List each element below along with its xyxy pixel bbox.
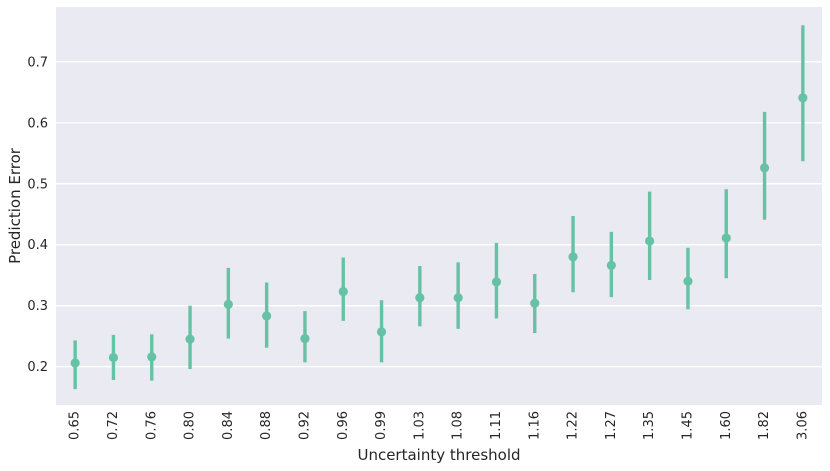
x-tick-label: 0.84 — [221, 411, 236, 440]
y-axis-label: Prediction Error — [6, 148, 25, 264]
data-point — [70, 358, 80, 368]
x-tick-label: 1.03 — [412, 411, 427, 440]
x-tick-label: 1.82 — [757, 411, 772, 440]
y-tick-label: 0.6 — [27, 116, 48, 131]
x-tick-label: 0.99 — [374, 411, 389, 440]
x-tick-label: 1.60 — [719, 411, 734, 440]
data-point — [376, 327, 387, 337]
data-point — [759, 163, 770, 173]
x-tick-label: 1.16 — [527, 411, 542, 440]
data-point — [606, 260, 616, 271]
data-point — [453, 293, 463, 303]
x-tick-label: 0.65 — [68, 411, 83, 440]
y-tick-label: 0.2 — [27, 360, 48, 375]
x-tick-label: 1.45 — [680, 411, 695, 440]
x-tick-label: 1.11 — [489, 411, 504, 440]
data-point — [530, 298, 540, 308]
x-tick-label: 0.80 — [183, 411, 198, 440]
y-tick-label: 0.4 — [27, 238, 48, 253]
data-point — [223, 299, 233, 310]
data-point — [262, 311, 272, 321]
data-point — [300, 333, 310, 344]
data-point — [645, 236, 655, 246]
x-tick-label: 1.22 — [566, 411, 581, 440]
x-tick-label: 0.88 — [259, 411, 274, 440]
data-point — [798, 93, 808, 103]
data-point — [683, 276, 693, 286]
data-point — [721, 233, 731, 243]
data-point — [147, 352, 157, 362]
data-point — [415, 293, 425, 303]
y-axis-label-wrap: Prediction Error — [2, 7, 28, 405]
y-tick-label: 0.5 — [27, 177, 48, 192]
data-point — [568, 252, 578, 262]
x-tick-label: 0.72 — [106, 411, 121, 440]
x-axis-label: Uncertainty threshold — [357, 446, 521, 464]
x-tick-label: 1.35 — [642, 411, 657, 440]
x-tick-label: 0.96 — [336, 411, 351, 440]
x-tick-label: 3.06 — [795, 411, 810, 440]
data-point — [185, 334, 195, 344]
data-point — [491, 277, 502, 287]
x-tick-label: 1.08 — [451, 411, 466, 440]
y-tick-label: 0.3 — [27, 299, 48, 314]
x-tick-label: 0.76 — [144, 411, 159, 440]
data-point — [108, 352, 119, 363]
y-tick-label: 0.7 — [27, 55, 48, 70]
data-point — [338, 287, 348, 297]
plot-background — [56, 7, 822, 405]
x-tick-label: 1.27 — [604, 411, 619, 440]
x-tick-label: 0.92 — [297, 411, 312, 440]
